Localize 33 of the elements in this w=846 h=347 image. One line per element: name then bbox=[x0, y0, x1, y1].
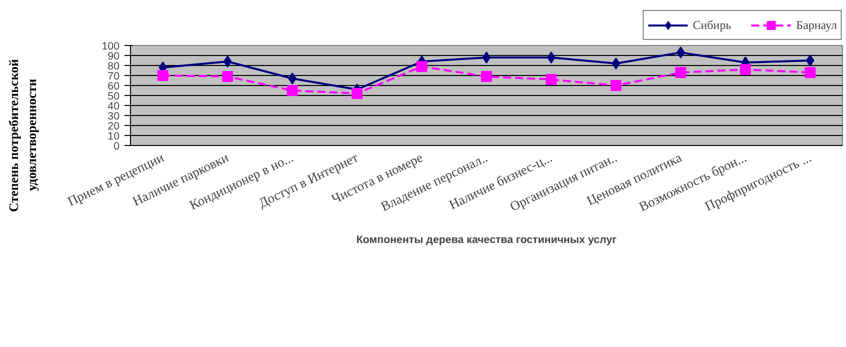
point bbox=[223, 56, 232, 68]
point bbox=[612, 58, 620, 70]
y-tick-label: 10 bbox=[108, 130, 120, 142]
point bbox=[675, 67, 686, 78]
point bbox=[804, 67, 816, 78]
point bbox=[352, 88, 363, 99]
point bbox=[288, 72, 296, 84]
y-tick-label: 40 bbox=[108, 100, 120, 112]
point bbox=[286, 85, 298, 96]
point bbox=[416, 61, 428, 72]
point bbox=[806, 54, 814, 66]
y-axis-title: Степень потребительской удовлетворенности bbox=[5, 58, 40, 214]
y-tick-label: 0 bbox=[114, 140, 120, 152]
y-tick-label: 50 bbox=[108, 90, 120, 102]
y-tick-label: 30 bbox=[108, 110, 120, 122]
legend-label: Сибирь bbox=[692, 18, 732, 32]
point bbox=[740, 64, 751, 75]
y-tick-label: 20 bbox=[108, 120, 120, 132]
point bbox=[157, 70, 168, 81]
point bbox=[481, 71, 492, 82]
point bbox=[676, 46, 685, 58]
y-tick-label: 60 bbox=[108, 80, 120, 92]
point bbox=[222, 71, 234, 82]
y-tick-label: 80 bbox=[108, 60, 120, 72]
y-tick-label: 100 bbox=[102, 40, 120, 52]
y-tick-label: 70 bbox=[108, 70, 120, 82]
x-axis-title: Компоненты дерева качества гостиничных услуг bbox=[356, 234, 618, 246]
point bbox=[546, 74, 557, 85]
point bbox=[547, 52, 556, 64]
point bbox=[610, 80, 622, 91]
point bbox=[482, 52, 491, 64]
legend-label: Барнаул bbox=[796, 18, 837, 32]
y-tick-label: 90 bbox=[108, 50, 120, 62]
